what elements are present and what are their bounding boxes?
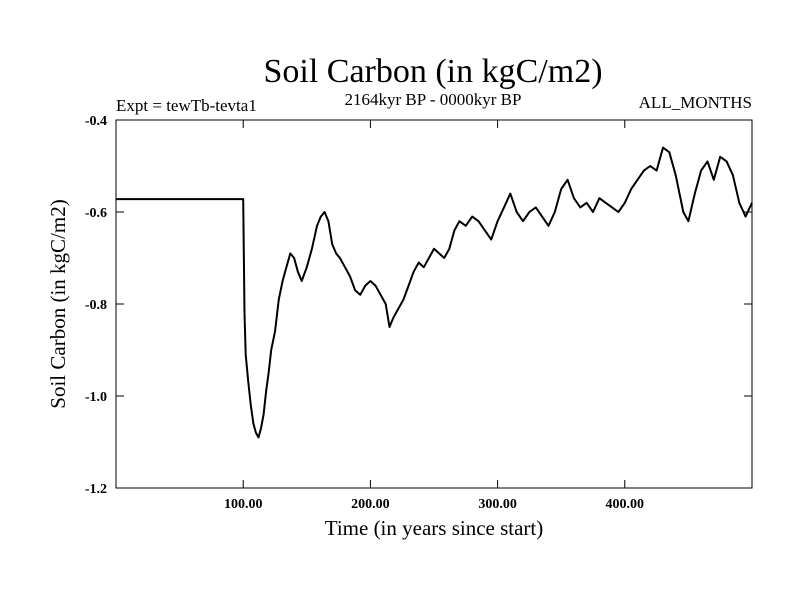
series-line-soil-carbon bbox=[116, 146, 753, 439]
time-range-label: 2164kyr BP - 0000kyr BP bbox=[345, 90, 522, 109]
months-label: ALL_MONTHS bbox=[639, 93, 752, 112]
y-tick-label: -0.6 bbox=[85, 206, 107, 221]
y-tick-label: -0.4 bbox=[85, 114, 107, 129]
y-tick-label: -1.0 bbox=[85, 390, 107, 405]
x-tick-label: 400.00 bbox=[606, 497, 645, 512]
x-tick-label: 100.00 bbox=[224, 497, 263, 512]
y-tick-label: -1.2 bbox=[85, 482, 107, 497]
axis-ticks bbox=[116, 119, 752, 489]
tick-labels: 100.00 200.00 300.00 400.00 -1.2 -1.0 -0.8 -0.6… bbox=[85, 114, 644, 512]
x-axis-label: Time (in years since start) bbox=[325, 516, 544, 540]
x-tick-label: 200.00 bbox=[351, 497, 390, 512]
plot-frame bbox=[115, 119, 753, 489]
x-tick-label: 300.00 bbox=[478, 497, 517, 512]
y-axis-label: Soil Carbon (in kgC/m2) bbox=[46, 199, 70, 408]
experiment-label: Expt = tewTb-tevta1 bbox=[116, 96, 257, 115]
y-tick-label: -0.8 bbox=[85, 298, 107, 313]
chart-title: Soil Carbon (in kgC/m2) bbox=[263, 53, 602, 90]
